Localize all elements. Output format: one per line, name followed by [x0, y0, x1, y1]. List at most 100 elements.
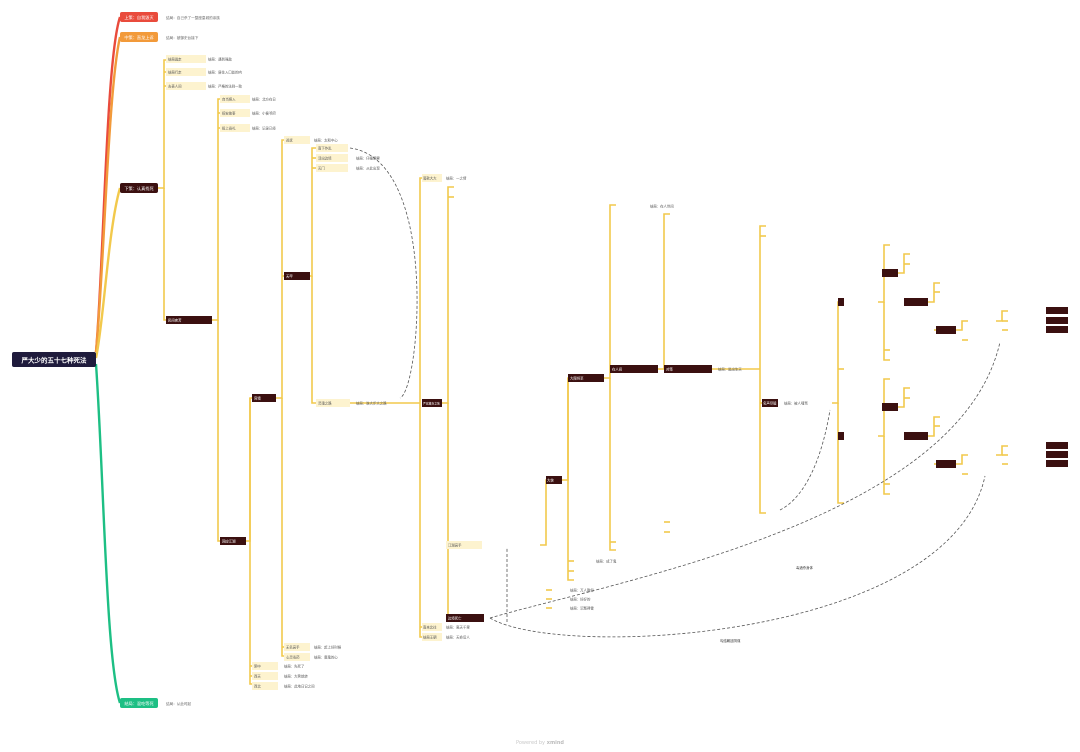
topic-note: 结局：逃出生天 — [718, 367, 742, 372]
right-cluster — [838, 269, 1068, 468]
topic-node[interactable]: 江湖高手 — [446, 541, 482, 549]
topic-label: 心灵毒药 — [286, 655, 300, 660]
topic-note: 结局：好好的 — [570, 597, 591, 602]
branch-final[interactable]: 结局：混吃等死 — [120, 698, 158, 708]
topic-label: 边境死亡 — [448, 616, 462, 621]
topic-note: 结局：万人敬仰 — [570, 588, 594, 593]
topic-node[interactable]: 结局逃走 — [166, 55, 206, 63]
topic-node[interactable]: 巡抚 — [284, 136, 310, 144]
branch-line-mid — [94, 36, 122, 353]
topic-label: 宫墙 — [254, 396, 261, 401]
topic-label: 回应江湖 — [222, 539, 236, 544]
branch-mid-label: 中策：直龙上诉 — [124, 34, 153, 41]
branch-top[interactable]: 上策：自我毁灭 — [120, 12, 158, 22]
topic-node[interactable]: 灭门 — [316, 164, 348, 172]
topic-label: 巡抚 — [286, 138, 293, 143]
topic-node[interactable]: 宫墙 — [252, 394, 276, 402]
topic-label: 自当嫁入 — [222, 97, 236, 102]
topic-note: 结局：严格的法则一致 — [208, 84, 243, 89]
topic-label: 严家藏身之地 — [423, 402, 440, 406]
powered-by-footer: Powered by xmind — [0, 740, 1080, 746]
topic-label: 西北 — [254, 684, 261, 689]
branch-line-low — [94, 187, 122, 359]
topic-note: 结局：一之情 — [446, 176, 467, 181]
topic-label: 西天 — [254, 675, 261, 679]
branch-mid[interactable]: 中策：直龙上诉 — [120, 32, 158, 42]
footer-brand: xmind — [544, 740, 565, 746]
topic-node[interactable]: 回应江湖 — [220, 537, 246, 545]
topic-note: 结局：北方在日 — [252, 97, 276, 102]
topic-note: 结局：成了鬼 — [596, 559, 617, 564]
footer-by: by — [538, 740, 545, 746]
topic-node[interactable]: 灵魂之路 — [316, 399, 350, 407]
topic-node[interactable]: 落款大大 — [422, 174, 442, 182]
topic-label: 大侠 — [547, 478, 554, 483]
topic-label: 阴中 — [254, 664, 261, 669]
topic-node[interactable]: 西天 — [252, 672, 278, 680]
topic-node[interactable]: 活出边境 — [316, 154, 348, 162]
branch-line-final — [94, 363, 122, 704]
topic-note: 结局：从此出现 — [356, 166, 380, 171]
topic-note: 结局：仔细观察 — [356, 156, 380, 161]
topic-note: 结局：天命后人 — [446, 635, 470, 640]
topic-label: 无名高手 — [286, 645, 300, 650]
topic-label: 南来北往 — [423, 625, 437, 630]
topic-node[interactable]: 西北 — [252, 682, 278, 690]
topic-note: 结局：沉冤得雪 — [570, 606, 594, 611]
topic-label: 南下作乱 — [318, 146, 332, 151]
topic-node[interactable]: 心灵毒药 — [284, 653, 310, 661]
topic-node[interactable]: 阴中 — [252, 662, 278, 670]
topic-label: 名声尽毁 — [763, 401, 777, 406]
topic-node[interactable]: 无名高手 — [284, 643, 310, 651]
relationship-label: 勾结朝廷阴谋 — [720, 638, 741, 643]
topic-label: 在人间 — [612, 367, 623, 372]
topic-node[interactable]: 结局王朝 — [422, 633, 442, 641]
topic-node[interactable]: 民间疾苦 — [166, 316, 212, 324]
topic-node[interactable]: 严家藏身之地 — [422, 399, 442, 407]
topic-note: 结局：谁大步大之路 — [356, 401, 387, 406]
topic-label: 结局王朝 — [423, 635, 437, 640]
root-node[interactable]: 严大少的五十七种死法 — [12, 352, 96, 367]
topic-note: 结局：离天千里 — [446, 625, 470, 630]
topic-node[interactable]: 招安故事 — [220, 109, 250, 117]
topic-note: 结局：大势就转 — [284, 674, 308, 679]
topic-node[interactable]: 天牢 — [284, 272, 310, 280]
topic-node[interactable]: 大限将至 — [568, 374, 604, 382]
topic-node[interactable]: 对策 — [664, 365, 712, 373]
topic-node[interactable]: 结局行走 — [166, 68, 206, 76]
topic-label: 民间疾苦 — [168, 318, 182, 323]
topic-note: 结局：遇到强敌 — [208, 57, 232, 62]
topic-note: 结局：魔鬼的心 — [314, 655, 338, 660]
topic-label: 江湖高手 — [448, 543, 462, 548]
root-label: 严大少的五十七种死法 — [21, 356, 88, 365]
topic-label: 投上喜礼 — [222, 126, 236, 131]
topic-node[interactable]: 南来北往 — [422, 623, 442, 631]
topic-note: 结局：记录已经 — [252, 126, 276, 131]
topic-label: 活出边境 — [318, 156, 332, 161]
topic-node[interactable]: 大侠 — [546, 476, 562, 484]
topic-note: 结局：赶上好时候 — [314, 645, 342, 650]
topic-nodes: 结局逃走 结局：遇到强敌 结局行走 结局：居住入口处的内 去表人间 结局：严格的… — [166, 55, 1068, 690]
topic-node[interactable]: 名声尽毁 — [762, 399, 778, 407]
topic-note: 结局：小侯爷府 — [252, 111, 276, 116]
topic-label: 灵魂之路 — [318, 401, 332, 406]
topic-label: 大限将至 — [570, 376, 584, 381]
branch-final-label: 结局：混吃等死 — [124, 700, 153, 707]
topic-node[interactable]: 南下作乱 — [316, 144, 348, 152]
branch-final-note: 结局：从此时起 — [166, 701, 192, 706]
topic-node[interactable]: 自当嫁入 — [220, 95, 250, 103]
topic-node[interactable]: 边境死亡 — [446, 614, 484, 622]
topic-label: 招安故事 — [222, 111, 236, 116]
topic-label: 对策 — [666, 367, 673, 372]
topic-note: 结局：此地日记之间 — [284, 684, 315, 689]
topic-label: 去表人间 — [168, 84, 182, 89]
topic-note: 结局：在人世间 — [650, 204, 674, 209]
branch-low[interactable]: 下策：认真找死 — [120, 183, 158, 193]
topic-label: 结局行走 — [168, 70, 182, 75]
topic-node[interactable]: 投上喜礼 — [220, 124, 250, 132]
topic-note: 结局：居住入口处的内 — [208, 70, 243, 75]
topic-node[interactable]: 在人间 — [610, 365, 658, 373]
topic-label: 天牢 — [286, 274, 293, 279]
topic-node[interactable]: 去表人间 — [166, 82, 206, 90]
